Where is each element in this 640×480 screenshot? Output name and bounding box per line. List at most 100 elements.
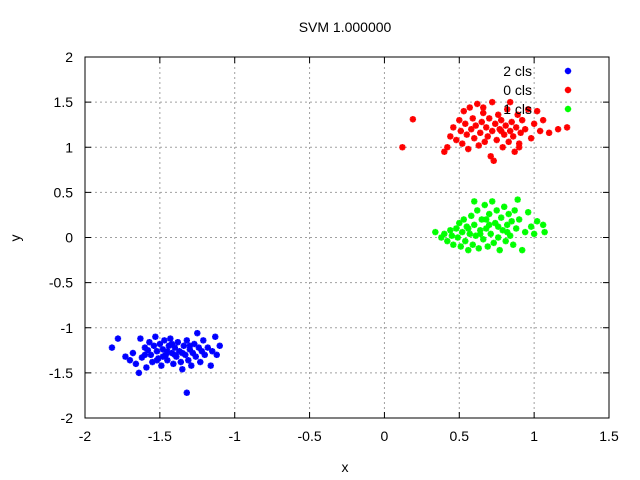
data-point xyxy=(212,333,219,340)
data-point xyxy=(147,351,155,359)
data-point xyxy=(457,243,464,250)
x-tick-label: -0.5 xyxy=(298,428,322,444)
data-point xyxy=(129,349,137,357)
data-point xyxy=(505,210,512,218)
data-point xyxy=(213,351,220,359)
legend: 2 cls 0 cls 1 cls xyxy=(503,63,572,117)
data-point xyxy=(474,100,481,108)
y-tick-labels: -2 -1.5 -1 -0.5 0 0.5 1 1.5 2 xyxy=(49,49,73,426)
data-point xyxy=(159,353,167,360)
data-point xyxy=(471,198,478,205)
data-point xyxy=(480,236,487,243)
data-point xyxy=(477,230,484,238)
data-point xyxy=(478,118,485,126)
data-point xyxy=(143,364,150,371)
data-point xyxy=(177,358,185,366)
data-point xyxy=(511,207,518,214)
legend-marker xyxy=(564,105,572,113)
data-point xyxy=(475,245,482,252)
data-point xyxy=(501,203,508,211)
data-point xyxy=(524,209,532,216)
data-point xyxy=(179,349,186,357)
x-tick-label: 0 xyxy=(381,428,389,444)
legend-marker xyxy=(564,86,572,94)
chart-title: SVM 1.000000 xyxy=(299,19,392,35)
data-point xyxy=(489,98,496,106)
data-point xyxy=(409,116,417,123)
data-point xyxy=(481,138,488,146)
data-point xyxy=(475,142,482,149)
data-point xyxy=(539,221,547,229)
data-point xyxy=(450,124,457,131)
data-point xyxy=(180,342,188,349)
data-point xyxy=(135,369,143,377)
data-point xyxy=(524,106,532,113)
data-point xyxy=(399,144,406,151)
data-point xyxy=(521,126,529,133)
data-point xyxy=(480,104,487,111)
y-tick-label: 2 xyxy=(65,49,73,65)
data-point xyxy=(465,246,472,254)
plot-frame xyxy=(84,56,610,419)
data-point xyxy=(447,227,454,234)
data-point xyxy=(496,246,503,254)
data-point xyxy=(170,360,177,368)
data-point xyxy=(495,234,502,241)
data-point xyxy=(463,131,470,138)
data-point xyxy=(509,241,517,248)
data-point xyxy=(512,124,520,131)
data-point xyxy=(533,218,541,225)
data-point xyxy=(153,357,161,364)
data-point xyxy=(471,221,478,229)
data-point xyxy=(474,207,481,214)
data-point xyxy=(441,148,448,155)
data-point xyxy=(153,348,161,355)
data-point xyxy=(171,344,179,351)
data-point xyxy=(158,362,165,369)
data-point xyxy=(515,216,523,223)
data-point xyxy=(432,228,439,236)
data-point xyxy=(179,366,186,373)
data-point xyxy=(503,228,511,236)
data-point xyxy=(456,219,463,227)
x-axis-label: x xyxy=(342,459,349,475)
data-point xyxy=(498,116,505,124)
y-axis-label: y xyxy=(7,235,23,242)
data-point xyxy=(207,362,214,369)
data-point xyxy=(441,230,448,238)
data-point xyxy=(161,337,168,344)
data-point xyxy=(502,122,509,129)
data-point xyxy=(492,120,499,127)
data-point xyxy=(502,237,509,245)
data-point xyxy=(141,351,149,359)
data-point xyxy=(188,362,195,369)
data-point xyxy=(126,357,134,364)
legend-marker xyxy=(564,67,572,75)
legend-label: 2 cls xyxy=(503,63,532,79)
data-point xyxy=(194,329,201,337)
data-point xyxy=(156,340,164,348)
data-point xyxy=(146,338,153,346)
data-point xyxy=(171,351,179,359)
data-point xyxy=(468,212,475,220)
data-point xyxy=(498,127,505,135)
y-tick-label: 1.5 xyxy=(54,94,74,110)
data-point xyxy=(108,344,116,351)
data-point xyxy=(465,225,472,232)
data-point xyxy=(183,389,191,396)
data-point xyxy=(486,210,493,218)
data-point xyxy=(167,335,174,342)
data-point xyxy=(469,115,476,122)
data-point xyxy=(539,116,547,124)
data-point xyxy=(508,118,515,126)
data-point xyxy=(533,107,541,115)
data-point xyxy=(545,129,553,137)
x-tick-labels: -2 -1.5 -1 -0.5 0 0.5 1 1.5 xyxy=(79,428,619,444)
data-point xyxy=(186,342,193,349)
data-point xyxy=(554,126,562,133)
data-point xyxy=(490,239,497,247)
data-point xyxy=(530,230,538,238)
data-point xyxy=(477,129,484,137)
y-tick-label: 0.5 xyxy=(54,184,74,200)
data-point xyxy=(490,157,497,164)
